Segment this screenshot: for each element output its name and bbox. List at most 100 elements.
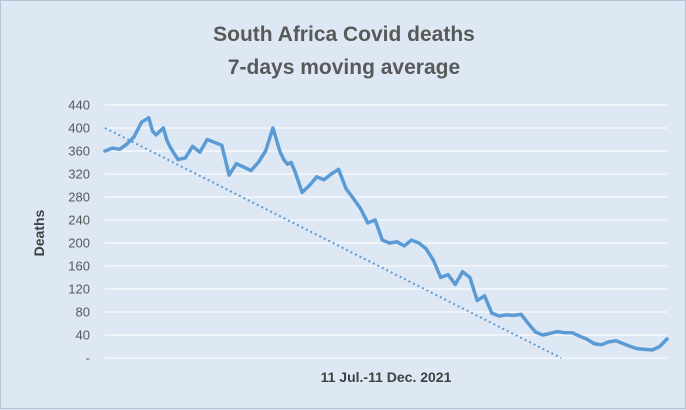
data-point [395,240,399,244]
data-point [599,343,603,347]
data-point [541,333,545,337]
y-tick-label-280: 280 [68,190,90,205]
data-point [358,206,363,211]
data-point [665,337,669,341]
data-points [103,116,669,352]
data-point [439,275,443,280]
data-point [329,172,333,176]
data-point [110,146,114,150]
chart-title-line-2: 7-days moving average [228,56,460,79]
y-tick-label-320: 320 [68,167,90,182]
data-point [563,331,567,335]
y-tick-label-0: - [86,351,90,366]
data-point [468,275,472,280]
data-point [169,146,173,150]
data-point [205,137,209,142]
data-point [293,169,297,173]
chart-title-line-1: South Africa Covid deaths [213,23,475,46]
data-point [227,173,231,177]
data-point [482,294,487,298]
data-point [161,126,165,130]
data-point [125,142,129,146]
data-point [190,144,195,148]
data-point [636,347,640,351]
data-point [373,218,377,222]
data-point [242,165,246,169]
data-point [548,331,552,335]
y-tick-label-120: 120 [68,282,90,297]
data-point [249,168,253,173]
data-point [534,330,538,334]
data-point [212,140,217,144]
data-point [176,158,180,162]
data-point [198,150,202,154]
data-point [570,331,574,335]
data-point [344,186,348,190]
data-point [490,311,494,315]
data-point [289,160,293,165]
data-point [643,347,647,351]
y-tick-label-40: 40 [76,328,90,343]
data-point [621,342,625,346]
data-point [504,313,509,317]
data-point [607,340,611,344]
data-point [271,126,275,130]
y-tick-label-440: 440 [68,98,90,113]
data-point [628,344,633,349]
data-point [351,196,355,200]
trendline [104,127,562,359]
y-tick-labels: - 40 80 120 160 200 240 280 320 360 400 440 [68,98,90,366]
data-point [417,241,421,245]
data-point [461,270,465,274]
y-axis-title: Deaths [31,209,47,256]
y-tick-label-200: 200 [68,236,90,251]
data-point [263,149,268,153]
data-point [614,339,618,343]
data-point [388,241,392,245]
data-point [256,160,260,165]
data-point [103,149,107,153]
data-point [322,178,326,182]
data-point [424,247,428,251]
y-tick-label-160: 160 [68,259,90,274]
y-tick-label-360: 360 [68,144,90,159]
data-point [117,147,122,151]
data-point [577,334,582,338]
data-point [282,158,286,162]
data-point [154,133,158,137]
data-point [278,150,282,154]
data-point [402,244,406,248]
data-point [526,321,530,326]
data-point [150,129,155,133]
data-point [497,314,501,318]
data-point [555,329,560,334]
data-point [132,135,136,139]
gridlines [105,104,667,359]
data-point [519,312,523,316]
data-point [220,143,224,147]
data-point [147,116,151,120]
data-point [139,120,144,124]
data-point [234,162,238,166]
y-tick-label-240: 240 [68,213,90,228]
data-point [315,175,319,179]
data-point [658,344,662,349]
y-tick-label-80: 80 [76,305,90,320]
data-point [446,273,450,277]
data-point [409,238,414,242]
data-point [380,238,384,242]
y-tick-label-400: 400 [68,121,90,136]
data-point [165,139,169,143]
data-point [307,183,311,188]
data-point [366,221,370,225]
data-point [336,167,341,171]
data-point [300,190,304,194]
data-point [183,156,187,160]
data-point [285,162,290,166]
data-point [592,342,596,346]
data-point [431,258,436,262]
data-point [512,313,516,318]
series-line-deaths [103,115,669,352]
x-axis-title: 11 Jul.-11 Dec. 2021 [321,369,452,385]
